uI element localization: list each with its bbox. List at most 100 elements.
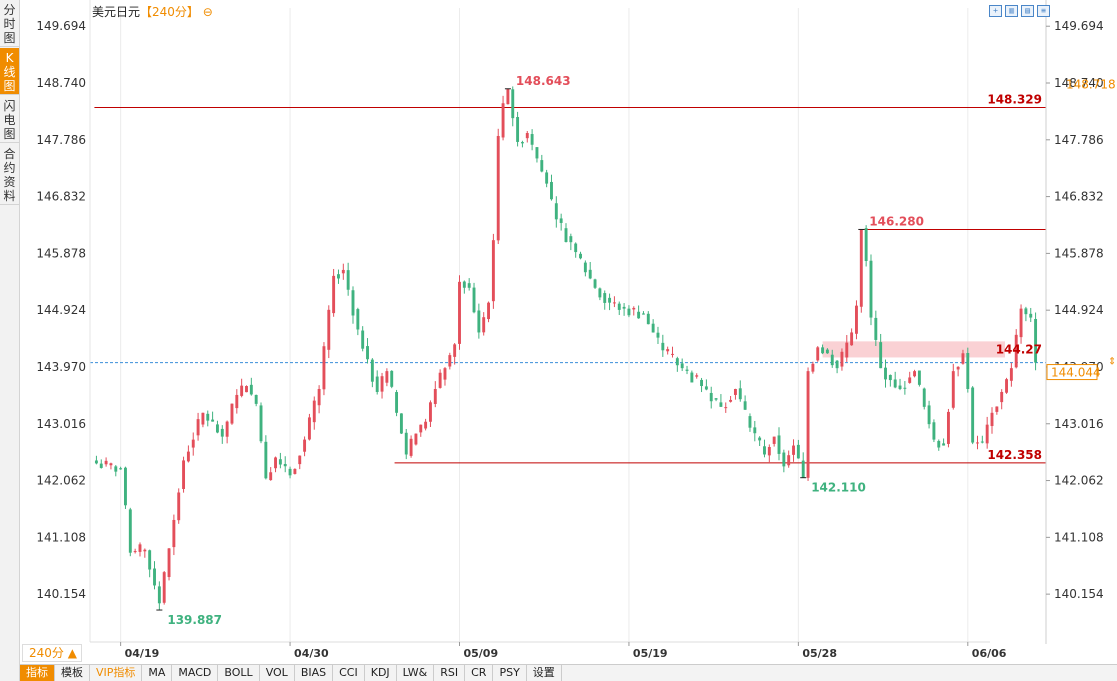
candle-body bbox=[293, 468, 297, 474]
candle-body bbox=[719, 402, 723, 407]
candle-body bbox=[976, 442, 979, 444]
candle bbox=[612, 296, 616, 308]
candle bbox=[424, 418, 428, 431]
crosshair-icon[interactable]: + bbox=[989, 5, 1002, 17]
candle bbox=[274, 456, 277, 473]
candle-body bbox=[269, 472, 273, 481]
low-label: 139.887 bbox=[167, 613, 222, 627]
candle bbox=[414, 433, 418, 446]
candle-body bbox=[554, 203, 558, 220]
candle bbox=[971, 386, 975, 445]
candle bbox=[138, 542, 142, 557]
candle bbox=[356, 307, 360, 336]
indicator-button-4[interactable]: MACD bbox=[172, 665, 219, 681]
indicator-button-2[interactable]: VIP指标 bbox=[90, 665, 143, 681]
candle-body bbox=[157, 586, 161, 604]
candle bbox=[985, 416, 989, 449]
candle-body bbox=[951, 371, 955, 408]
y-tick-left: 140.154 bbox=[36, 587, 86, 601]
x-tick-label: 05/09 bbox=[463, 647, 498, 660]
candle bbox=[196, 412, 200, 441]
candle bbox=[249, 377, 253, 396]
indicator-button-5[interactable]: BOLL bbox=[218, 665, 260, 681]
left-tab-3[interactable]: 合 约 资 料 bbox=[0, 144, 19, 205]
indicator-button-7[interactable]: BIAS bbox=[295, 665, 334, 681]
candle-body bbox=[409, 438, 413, 456]
left-tab-0[interactable]: 分 时 图 bbox=[0, 0, 19, 47]
period-tag: 【240分】 bbox=[140, 5, 199, 19]
candle-body bbox=[109, 463, 113, 466]
zoom-in-icon[interactable]: ▥ bbox=[1005, 5, 1018, 17]
indicator-button-0[interactable]: 指标 bbox=[20, 665, 55, 681]
candle-body bbox=[932, 422, 936, 440]
candle-body bbox=[390, 370, 394, 387]
candle bbox=[520, 140, 524, 148]
candle-body bbox=[748, 416, 752, 428]
indicator-button-13[interactable]: PSY bbox=[493, 665, 527, 681]
indicator-button-10[interactable]: LW& bbox=[397, 665, 435, 681]
settings-icon[interactable]: ≡ bbox=[1037, 5, 1050, 17]
candlestick-chart[interactable]: 149.694 149.694 148.740 148.740 147.786 147.7… bbox=[0, 0, 1117, 664]
indicator-button-3[interactable]: MA bbox=[142, 665, 173, 681]
candle bbox=[695, 373, 699, 379]
candle-body bbox=[733, 388, 737, 395]
candle bbox=[627, 305, 631, 318]
candle-body bbox=[254, 394, 258, 404]
candle bbox=[438, 369, 442, 389]
x-tick-label: 04/30 bbox=[294, 647, 329, 660]
candle-body bbox=[448, 355, 452, 367]
candle bbox=[917, 370, 921, 387]
candle bbox=[869, 254, 873, 326]
candle bbox=[980, 435, 984, 444]
candle bbox=[259, 402, 263, 444]
left-tab-1[interactable]: K 线 图 bbox=[0, 48, 19, 95]
level-label: 148.329 bbox=[987, 92, 1042, 106]
candle bbox=[617, 301, 621, 316]
high-label: 146.280 bbox=[869, 214, 924, 228]
candle bbox=[501, 95, 505, 141]
candle-body bbox=[303, 439, 307, 452]
candle-body bbox=[603, 293, 607, 303]
left-tab-2[interactable]: 闪 电 图 bbox=[0, 96, 19, 143]
y-tick-left: 147.786 bbox=[36, 133, 86, 147]
candle bbox=[385, 368, 389, 387]
candle bbox=[399, 413, 403, 435]
candle bbox=[608, 293, 612, 311]
candle bbox=[341, 263, 345, 280]
candle-body bbox=[462, 281, 466, 288]
indicator-button-8[interactable]: CCI bbox=[333, 665, 365, 681]
candle-body bbox=[685, 369, 689, 371]
candle-body bbox=[622, 306, 626, 309]
candle-body bbox=[632, 307, 636, 310]
candle bbox=[215, 420, 219, 434]
period-selector-button[interactable]: 240分 ▲ bbox=[22, 644, 82, 662]
collapse-icon[interactable]: ⊖ bbox=[202, 5, 213, 19]
candle-body bbox=[772, 436, 776, 444]
indicator-button-9[interactable]: KDJ bbox=[365, 665, 397, 681]
candle bbox=[690, 370, 694, 383]
candle-body bbox=[399, 413, 403, 434]
candle bbox=[235, 389, 239, 414]
candle-body bbox=[133, 551, 137, 553]
y-tick-right: 144.924 bbox=[1054, 303, 1104, 317]
candle bbox=[370, 358, 374, 388]
candle bbox=[874, 310, 878, 347]
candle-body bbox=[278, 459, 282, 465]
indicator-button-6[interactable]: VOL bbox=[260, 665, 295, 681]
indicator-button-11[interactable]: RSI bbox=[434, 665, 466, 681]
indicator-button-14[interactable]: 设置 bbox=[527, 665, 562, 681]
candle bbox=[278, 452, 282, 469]
candle bbox=[293, 468, 297, 475]
candle-body bbox=[704, 386, 708, 390]
candle bbox=[346, 262, 350, 296]
candle bbox=[395, 389, 399, 417]
candle bbox=[729, 395, 733, 403]
candle-body bbox=[307, 417, 311, 440]
zoom-out-icon[interactable]: ▤ bbox=[1021, 5, 1034, 17]
indicator-button-1[interactable]: 模板 bbox=[55, 665, 90, 681]
indicator-button-12[interactable]: CR bbox=[465, 665, 494, 681]
candle bbox=[1000, 389, 1004, 410]
candle bbox=[390, 370, 394, 389]
candle bbox=[1014, 329, 1018, 369]
candle bbox=[109, 462, 113, 470]
